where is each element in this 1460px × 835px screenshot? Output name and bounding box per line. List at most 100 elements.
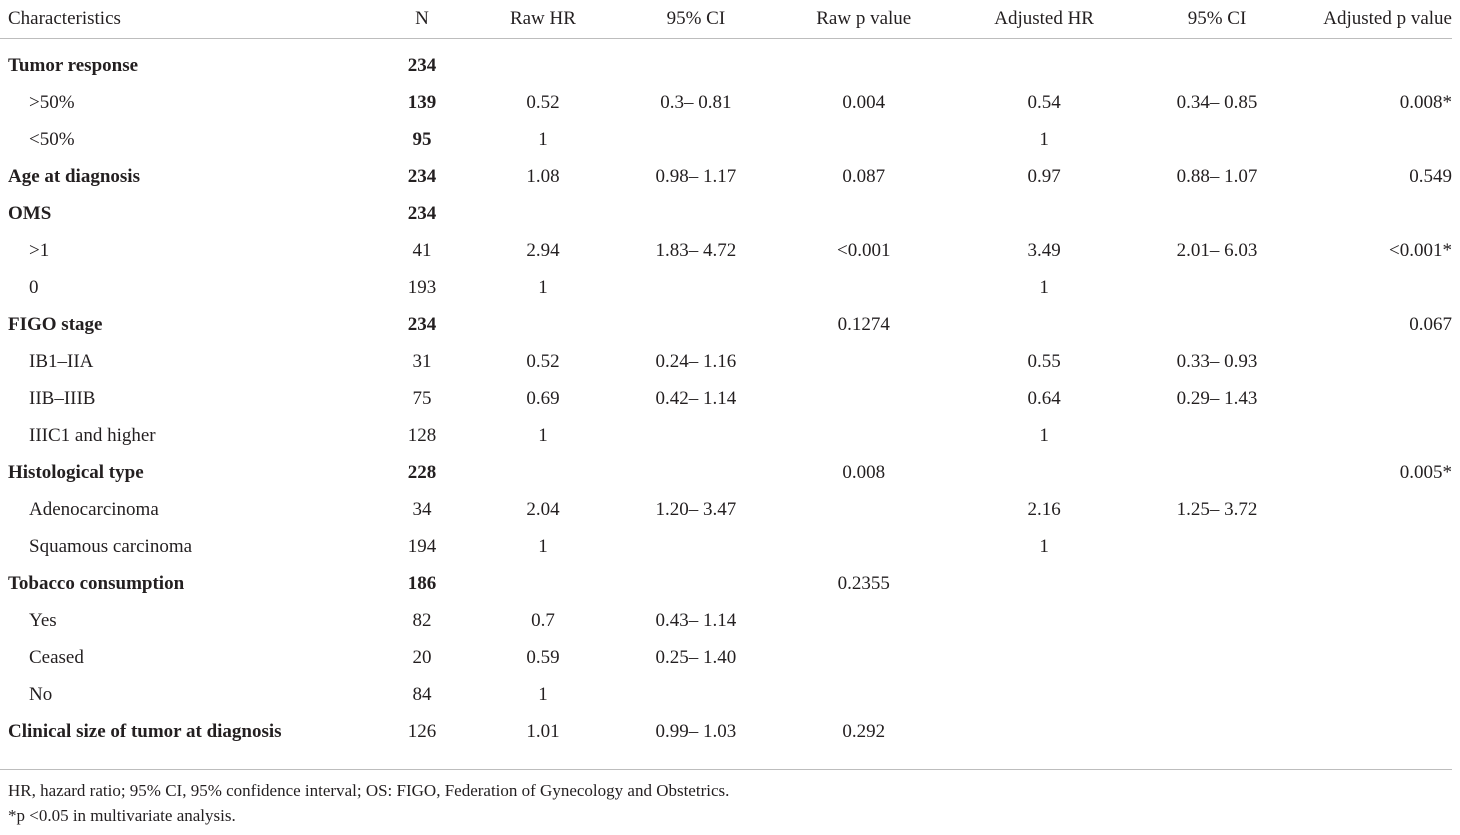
- cell-raw-p: [770, 195, 958, 232]
- cell-raw-ci: [622, 676, 770, 713]
- footnote-abbreviations: HR, hazard ratio; 95% CI, 95% confidence…: [8, 781, 730, 800]
- cell-raw-ci: 0.42– 1.14: [655, 387, 737, 409]
- cell-raw-p: [770, 528, 958, 565]
- cell-adjusted-p: [1303, 121, 1452, 158]
- cell-raw-ci: [622, 417, 770, 454]
- table-row: IIIC1 and higher 128 1 1: [0, 417, 1452, 454]
- cell-raw-ci: 0.43– 1.14: [655, 609, 737, 631]
- cell-raw-p: [770, 417, 958, 454]
- cell-adjusted-p: [1303, 713, 1452, 750]
- table-row: >1 41 2.94 1.83– 4.72 <0.001 3.49 2.01– 6.03 <0…: [0, 232, 1452, 269]
- table-row: <50% 95 1 1: [0, 121, 1452, 158]
- cell-n: 128: [407, 424, 437, 446]
- cell-adjusted-hr: 2.16: [1027, 498, 1061, 520]
- cell-raw-p: 0.292: [842, 720, 886, 742]
- cell-raw-ci: [622, 195, 770, 232]
- row-group-label: Histological type: [8, 461, 144, 483]
- cell-adjusted-ci: [1131, 713, 1304, 750]
- table-row: Ceased 20 0.59 0.25– 1.40: [0, 639, 1452, 676]
- cell-raw-ci: 1.20– 3.47: [655, 498, 737, 520]
- row-sub-label: Squamous carcinoma: [29, 535, 193, 557]
- header-gap: [0, 39, 1452, 48]
- cell-raw-hr: 1: [538, 683, 548, 705]
- cell-raw-p: 0.004: [842, 91, 886, 113]
- cell-adjusted-p: [1303, 639, 1452, 676]
- cell-raw-hr: 1: [538, 128, 548, 150]
- row-sub-label: IB1–IIA: [29, 350, 94, 372]
- row-group-label: Tumor response: [8, 54, 139, 76]
- cell-raw-p: [770, 491, 958, 528]
- cell-adjusted-ci: 0.29– 1.43: [1176, 387, 1258, 409]
- cell-n: 139: [407, 91, 437, 113]
- header-raw-hr: Raw HR: [464, 0, 622, 39]
- cell-adjusted-ci: 0.88– 1.07: [1176, 165, 1258, 187]
- row-sub-label: 0: [29, 276, 39, 298]
- cell-raw-ci: [622, 528, 770, 565]
- cell-adjusted-ci: [1131, 639, 1304, 676]
- cell-raw-p: 0.2355: [837, 572, 890, 594]
- cell-adjusted-hr: 0.54: [1027, 91, 1061, 113]
- cell-adjusted-ci: [1131, 306, 1304, 343]
- cell-adjusted-p: <0.001*: [1389, 239, 1452, 261]
- cell-raw-hr: [464, 454, 622, 491]
- cell-raw-p: 0.087: [842, 165, 886, 187]
- cell-n: 84: [412, 683, 432, 705]
- cell-n: 41: [412, 239, 432, 261]
- cell-n: 228: [407, 461, 437, 483]
- results-table: Characteristics N Raw HR 95% CI Raw p va…: [0, 0, 1452, 750]
- table-row: Clinical size of tumor at diagnosis 126 1.…: [0, 713, 1452, 750]
- cell-n: 194: [407, 535, 437, 557]
- header-n: N: [380, 0, 465, 39]
- table-row: FIGO stage 234 0.1274 0.067: [0, 306, 1452, 343]
- cell-adjusted-ci: [1131, 121, 1304, 158]
- cell-adjusted-ci: [1131, 602, 1304, 639]
- cell-raw-hr: 2.94: [526, 239, 560, 261]
- cell-adjusted-ci: [1131, 417, 1304, 454]
- header-row: Characteristics N Raw HR 95% CI Raw p va…: [0, 0, 1452, 39]
- cell-raw-hr: 0.52: [526, 350, 560, 372]
- header-characteristics: Characteristics: [0, 0, 381, 39]
- cell-n: 82: [412, 609, 432, 631]
- cell-adjusted-p: [1303, 380, 1452, 417]
- cell-n: 186: [407, 572, 437, 594]
- table-row: Histological type 228 0.008 0.005*: [0, 454, 1452, 491]
- cell-raw-p: [770, 676, 958, 713]
- cell-adjusted-p: [1303, 269, 1452, 306]
- cell-raw-hr: 1: [538, 424, 548, 446]
- cell-raw-p: 0.1274: [837, 313, 890, 335]
- cell-adjusted-ci: [1131, 195, 1304, 232]
- cell-adjusted-hr: 0.55: [1027, 350, 1061, 372]
- table-header: Characteristics N Raw HR 95% CI Raw p va…: [0, 0, 1452, 39]
- cell-raw-p: [770, 343, 958, 380]
- cell-raw-ci: [622, 269, 770, 306]
- table-row: OMS 234: [0, 195, 1452, 232]
- cell-n: 34: [412, 498, 432, 520]
- cell-adjusted-ci: [1131, 269, 1304, 306]
- cell-adjusted-ci: [1131, 528, 1304, 565]
- cell-adjusted-p: [1303, 47, 1452, 84]
- cell-adjusted-hr: 1: [1039, 535, 1049, 557]
- cell-raw-ci: [622, 454, 770, 491]
- cell-raw-hr: [464, 306, 622, 343]
- cell-raw-p: <0.001: [837, 239, 891, 261]
- cell-adjusted-ci: [1131, 454, 1304, 491]
- cell-n: 234: [407, 165, 437, 187]
- cell-raw-ci: 0.24– 1.16: [655, 350, 737, 372]
- cell-raw-p: [770, 380, 958, 417]
- cell-raw-hr: 1.01: [526, 720, 560, 742]
- cell-raw-ci: 0.98– 1.17: [655, 165, 737, 187]
- cell-adjusted-p: [1303, 343, 1452, 380]
- cell-n: 75: [412, 387, 432, 409]
- row-group-label: Age at diagnosis: [8, 165, 140, 187]
- cell-n: 31: [412, 350, 432, 372]
- cell-raw-hr: [464, 565, 622, 602]
- footnote-significance: *p <0.05 in multivariate analysis.: [8, 806, 236, 825]
- table-row: Adenocarcinoma 34 2.04 1.20– 3.47 2.16 1.25– …: [0, 491, 1452, 528]
- table-row: Squamous carcinoma 194 1 1: [0, 528, 1452, 565]
- cell-raw-hr: 1: [538, 535, 548, 557]
- table-row: Tumor response 234: [0, 47, 1452, 84]
- table-row: IB1–IIA 31 0.52 0.24– 1.16 0.55 0.33– 0.93: [0, 343, 1452, 380]
- cell-raw-p: 0.008: [842, 461, 886, 483]
- table-row: 0 193 1 1: [0, 269, 1452, 306]
